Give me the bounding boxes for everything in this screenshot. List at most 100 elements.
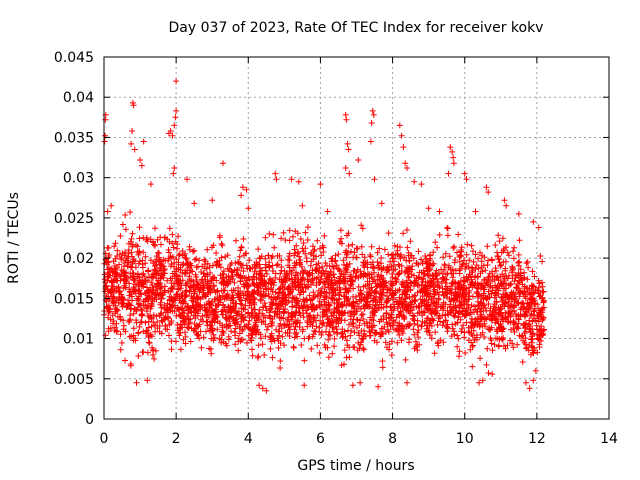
- data-point: [214, 318, 221, 325]
- y-tick-label: 0.035: [54, 130, 94, 146]
- data-point: [269, 268, 276, 274]
- data-point: [314, 237, 321, 244]
- data-point: [377, 281, 384, 288]
- data-point: [320, 319, 327, 326]
- data-point: [138, 291, 145, 298]
- data-point: [484, 345, 491, 352]
- data-point: [120, 317, 127, 324]
- data-point: [337, 278, 344, 285]
- data-point: [379, 358, 386, 365]
- data-point: [220, 330, 227, 336]
- data-point: [488, 340, 495, 347]
- data-point: [176, 332, 183, 339]
- data-point: [388, 352, 395, 359]
- data-point: [385, 328, 392, 335]
- data-point: [483, 361, 490, 368]
- data-point: [299, 328, 306, 335]
- data-point: [114, 307, 121, 314]
- data-point: [341, 280, 347, 287]
- data-point: [110, 258, 117, 265]
- data-point: [251, 296, 258, 303]
- data-point: [182, 300, 189, 307]
- data-point: [493, 298, 500, 305]
- data-point: [187, 338, 194, 345]
- data-point: [182, 292, 189, 299]
- data-point: [333, 318, 340, 325]
- data-point: [310, 279, 316, 286]
- data-point: [247, 293, 254, 300]
- data-point: [366, 285, 372, 292]
- data-point: [211, 274, 218, 281]
- data-point: [122, 212, 129, 218]
- data-point: [103, 304, 110, 311]
- data-point: [337, 227, 344, 234]
- data-point: [221, 306, 228, 313]
- data-point: [495, 232, 502, 239]
- data-point: [196, 288, 203, 295]
- x-tick-label: 8: [388, 431, 397, 447]
- data-point: [278, 276, 285, 283]
- data-point: [128, 140, 135, 147]
- data-point: [120, 300, 127, 306]
- data-point: [451, 313, 458, 320]
- data-point: [370, 111, 377, 118]
- data-point: [373, 329, 380, 336]
- data-point: [192, 286, 199, 293]
- data-point: [286, 275, 293, 282]
- data-point: [132, 335, 139, 342]
- data-point: [418, 181, 425, 188]
- data-point: [266, 275, 273, 282]
- data-point: [287, 326, 293, 333]
- data-point: [229, 269, 236, 276]
- data-point: [221, 279, 228, 286]
- data-point: [156, 323, 163, 329]
- data-point: [414, 347, 421, 354]
- data-point: [211, 296, 218, 303]
- data-point: [404, 379, 410, 386]
- data-point: [474, 294, 481, 300]
- data-point: [407, 238, 414, 245]
- data-point: [141, 273, 148, 280]
- data-point: [539, 317, 546, 324]
- data-point: [307, 303, 314, 310]
- data-point: [342, 273, 349, 280]
- data-point: [135, 260, 142, 267]
- data-point: [240, 290, 246, 296]
- data-point: [270, 282, 277, 288]
- data-point: [306, 292, 313, 299]
- data-point: [356, 322, 363, 329]
- data-point: [267, 286, 274, 293]
- data-point: [278, 235, 285, 242]
- data-point: [109, 312, 116, 319]
- data-point: [311, 246, 318, 253]
- data-point: [293, 308, 300, 315]
- data-point: [314, 312, 321, 319]
- data-point: [195, 332, 202, 339]
- data-point: [450, 160, 457, 167]
- data-point: [247, 337, 254, 343]
- data-point: [158, 274, 164, 281]
- data-point: [255, 353, 262, 360]
- data-point: [338, 270, 345, 277]
- data-point: [193, 264, 200, 271]
- data-point: [134, 243, 141, 250]
- data-point: [468, 242, 475, 249]
- data-point: [150, 239, 156, 246]
- data-point: [244, 339, 250, 346]
- data-point: [169, 240, 176, 247]
- data-point: [218, 254, 225, 261]
- data-point: [376, 245, 383, 252]
- data-point: [282, 306, 288, 313]
- data-point: [311, 314, 318, 321]
- data-point: [295, 298, 302, 305]
- data-point: [321, 302, 328, 309]
- data-point: [253, 328, 260, 335]
- data-point: [134, 248, 141, 255]
- data-point: [181, 310, 188, 317]
- data-point: [361, 294, 368, 300]
- data-point: [335, 251, 342, 258]
- data-point: [144, 292, 151, 299]
- data-point: [198, 344, 205, 351]
- y-tick-label: 0.02: [63, 251, 94, 267]
- data-point: [157, 234, 164, 241]
